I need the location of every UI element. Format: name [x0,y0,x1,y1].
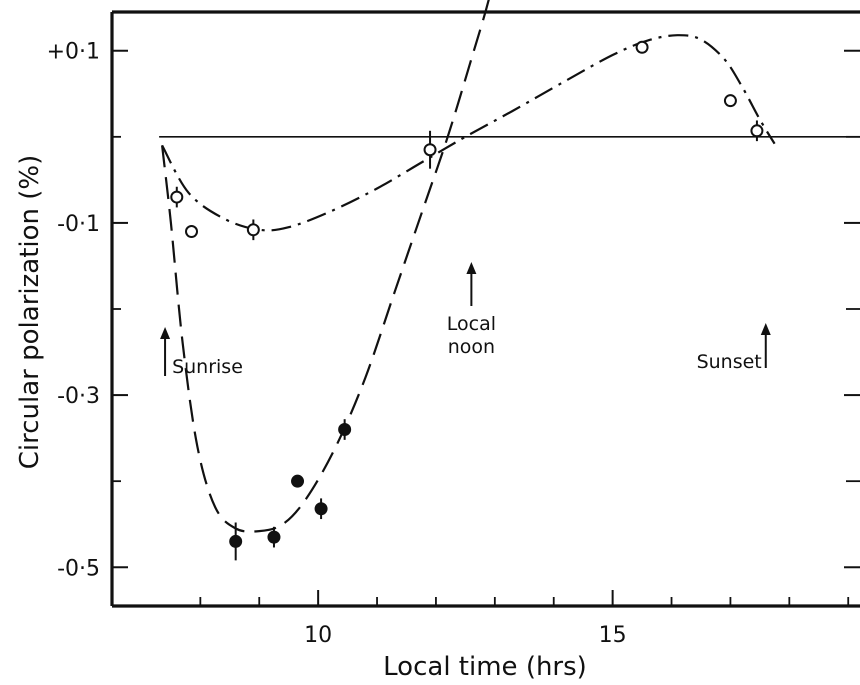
filled-data-point [267,530,281,544]
sunset-label: Sunset [697,351,762,373]
data-point-layer [170,40,764,561]
x-tick-label-10: 10 [304,623,332,648]
open-data-point [750,124,764,138]
open-data-point [185,225,199,239]
y-tick-label: -0·5 [57,556,100,581]
sunset-arrow-head [760,323,771,335]
x-axis-title: Local time (hrs) [383,652,587,682]
x-tick-label-15: 15 [599,623,627,648]
y-tick-label: -0·1 [57,212,100,237]
open-data-point [246,223,260,237]
open-data-point [423,143,437,157]
filled-data-point [314,502,328,516]
y-axis-title: Circular polarization (%) [15,155,45,470]
sunrise-label: Sunrise [172,356,243,378]
open-data-point [723,94,737,108]
curve-layer [161,0,776,533]
y-tick-label: +0·1 [47,40,100,65]
noon-arrow-head [466,262,477,274]
filled-data-point [291,474,305,488]
open-data-point [170,190,184,204]
sunrise-arrow-head [160,327,171,339]
local-noon-label-line2: noon [448,336,495,358]
axis-layer: 10 15 +0·1 -0·1 -0·3 -0·5 [47,10,860,648]
filled-data-point [229,534,243,548]
open-data-point [635,40,649,54]
dashed-fit-curve [161,0,490,533]
y-tick-label: -0·3 [57,384,100,409]
dash-dot-fit-curve [161,34,776,232]
local-noon-label-line1: Local [447,313,496,335]
filled-data-point [338,423,352,437]
